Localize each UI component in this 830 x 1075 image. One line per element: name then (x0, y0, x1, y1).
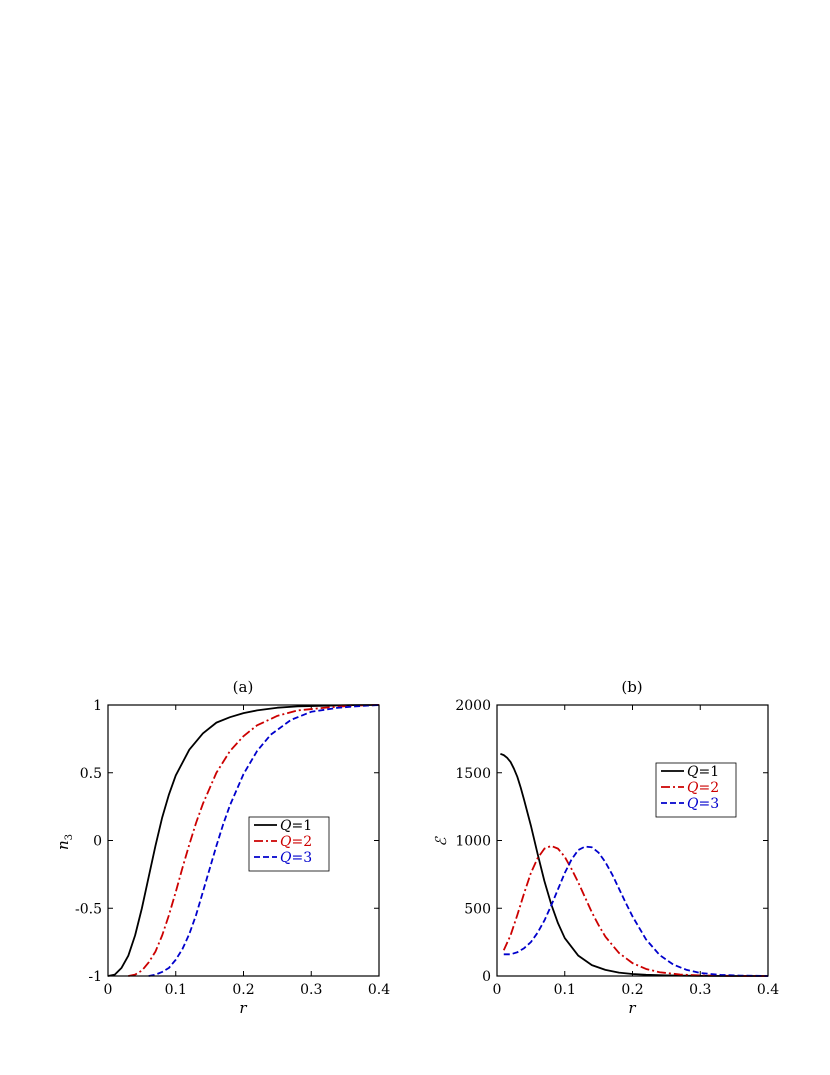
y-tick-label: 1000 (455, 834, 491, 850)
x-tick-label: 0 (493, 982, 502, 998)
panel-b-lines (500, 752, 769, 977)
series-line-q1 (500, 752, 768, 977)
series-line-q2 (128, 704, 380, 977)
y-tick-label: 0 (482, 969, 491, 985)
panel-b-title: (b) (621, 678, 642, 696)
panel-a-frame (107, 704, 380, 977)
panel-a-y-label: n3 (54, 834, 75, 850)
series-line-q1 (107, 704, 380, 977)
x-tick-label: 0.1 (165, 982, 187, 998)
panel-a-x-label: r (239, 999, 247, 1017)
panel-a-title: (a) (233, 678, 254, 696)
x-tick-label: 0.3 (300, 982, 322, 998)
y-tick-label: 1500 (455, 766, 491, 782)
y-tick-label: -1 (88, 969, 102, 985)
y-tick-label: 500 (464, 901, 491, 917)
panel-a-legend: Q=1Q=2Q=3 (248, 816, 330, 872)
y-tick-label: 1 (93, 698, 102, 714)
panel-b-legend: Q=1Q=2Q=3 (655, 762, 737, 818)
x-tick-label: 0.1 (554, 982, 576, 998)
y-tick-label: -0.5 (75, 901, 102, 917)
panel-a-y-label-main: n (54, 840, 72, 850)
svg-text:n3: n3 (54, 834, 75, 850)
legend-label-q2: Q=2 (280, 834, 312, 850)
x-tick-label: 0 (104, 982, 113, 998)
panel-b-x-label: r (628, 999, 636, 1017)
legend-label-q1: Q=1 (280, 818, 312, 834)
y-tick-label: 0 (93, 834, 102, 850)
panel-b-legend-box (655, 762, 737, 818)
x-tick-label: 0.3 (689, 982, 711, 998)
y-tick-label: 2000 (455, 698, 491, 714)
series-line-q3 (148, 704, 380, 977)
legend-label-q3: Q=3 (687, 796, 719, 812)
panel-a-legend-box (248, 816, 330, 872)
panel-b: (b) 0 0.1 0.2 0.3 0.4 0 500 1000 1500 2000 r ℰ Q=… (432, 678, 779, 1017)
panel-a-lines (107, 704, 380, 977)
panel-b-frame (496, 704, 769, 977)
panel-a-ticks: 0 0.1 0.2 0.3 0.4 -1 -0.5 0 0.5 1 (75, 698, 390, 998)
panel-a-y-label-sub: 3 (64, 834, 75, 840)
x-tick-label: 0.4 (368, 982, 390, 998)
legend-label-q2: Q=2 (687, 780, 719, 796)
legend-label-q1: Q=1 (687, 764, 719, 780)
series-line-q3 (503, 845, 769, 977)
series-line-q2 (502, 845, 769, 977)
panel-a: (a) 0 0.1 0.2 0.3 0.4 -1 -0.5 0 0.5 1 r n3 Q=1Q=2… (54, 678, 390, 1017)
panel-b-y-label: ℰ (432, 836, 450, 847)
x-tick-label: 0.2 (232, 982, 254, 998)
panel-b-ticks: 0 0.1 0.2 0.3 0.4 0 500 1000 1500 2000 (455, 698, 779, 998)
legend-label-q3: Q=3 (280, 850, 312, 866)
x-tick-label: 0.2 (621, 982, 643, 998)
x-tick-label: 0.4 (757, 982, 779, 998)
y-tick-label: 0.5 (80, 766, 102, 782)
